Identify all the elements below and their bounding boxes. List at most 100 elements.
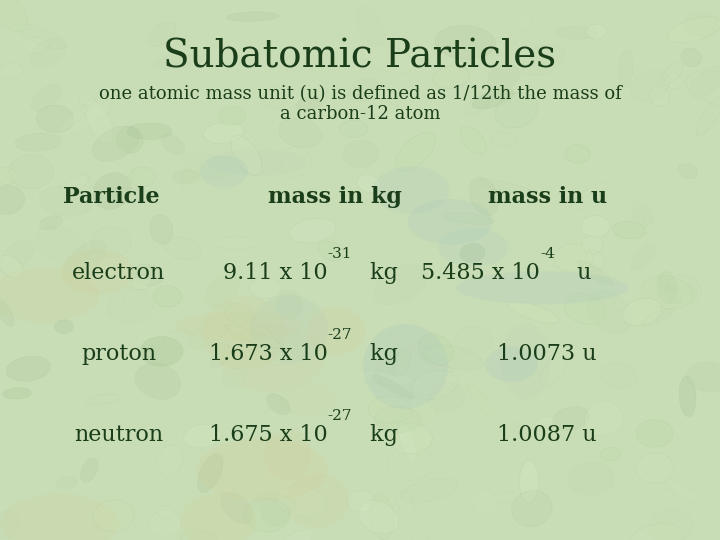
Ellipse shape — [387, 447, 433, 481]
Ellipse shape — [369, 396, 412, 423]
Ellipse shape — [281, 146, 311, 177]
Ellipse shape — [642, 309, 673, 325]
Ellipse shape — [202, 296, 287, 369]
Ellipse shape — [117, 126, 143, 153]
Ellipse shape — [296, 97, 322, 111]
Ellipse shape — [40, 187, 91, 216]
Ellipse shape — [570, 181, 609, 211]
Ellipse shape — [492, 492, 514, 502]
Ellipse shape — [289, 219, 336, 243]
Ellipse shape — [261, 502, 291, 526]
Ellipse shape — [487, 64, 519, 91]
Ellipse shape — [613, 221, 645, 239]
Ellipse shape — [244, 498, 289, 532]
Ellipse shape — [93, 500, 134, 532]
Ellipse shape — [689, 66, 720, 98]
Ellipse shape — [521, 44, 564, 76]
Ellipse shape — [375, 406, 420, 433]
Ellipse shape — [681, 48, 701, 66]
Ellipse shape — [611, 311, 660, 326]
Ellipse shape — [91, 227, 131, 258]
Ellipse shape — [343, 140, 379, 167]
Ellipse shape — [373, 166, 449, 214]
Ellipse shape — [157, 445, 182, 476]
Ellipse shape — [490, 38, 518, 56]
Ellipse shape — [668, 17, 720, 43]
Text: kg: kg — [363, 262, 397, 284]
Text: kg: kg — [363, 343, 397, 364]
Ellipse shape — [306, 307, 366, 355]
Ellipse shape — [60, 249, 133, 295]
Ellipse shape — [464, 91, 494, 117]
Ellipse shape — [387, 329, 399, 377]
Ellipse shape — [508, 301, 559, 323]
Ellipse shape — [0, 494, 119, 540]
Ellipse shape — [184, 424, 222, 448]
Ellipse shape — [63, 240, 107, 281]
Ellipse shape — [400, 478, 458, 503]
Ellipse shape — [253, 494, 296, 515]
Ellipse shape — [557, 144, 590, 162]
Ellipse shape — [667, 480, 698, 502]
Ellipse shape — [678, 164, 698, 179]
Ellipse shape — [554, 244, 593, 272]
Ellipse shape — [555, 26, 598, 39]
Ellipse shape — [519, 461, 539, 503]
Ellipse shape — [163, 329, 194, 349]
Ellipse shape — [31, 84, 62, 111]
Ellipse shape — [203, 123, 244, 143]
Ellipse shape — [0, 0, 27, 31]
Ellipse shape — [0, 255, 23, 278]
Ellipse shape — [220, 325, 324, 392]
Ellipse shape — [107, 288, 153, 323]
Ellipse shape — [153, 55, 202, 69]
Text: -27: -27 — [328, 409, 352, 423]
Ellipse shape — [679, 376, 696, 417]
Ellipse shape — [211, 342, 229, 367]
Ellipse shape — [534, 416, 557, 431]
Ellipse shape — [176, 312, 303, 340]
Ellipse shape — [618, 50, 633, 88]
Text: 5.485 x 10: 5.485 x 10 — [421, 262, 540, 284]
Ellipse shape — [359, 501, 399, 534]
Ellipse shape — [354, 98, 413, 121]
Text: Subatomic Particles: Subatomic Particles — [163, 38, 557, 75]
Ellipse shape — [0, 268, 99, 322]
Ellipse shape — [199, 156, 248, 187]
Ellipse shape — [369, 494, 394, 539]
Text: neutron: neutron — [74, 424, 163, 446]
Ellipse shape — [696, 97, 720, 136]
Ellipse shape — [623, 298, 662, 326]
Ellipse shape — [318, 241, 343, 261]
Text: Particle: Particle — [63, 186, 160, 208]
Ellipse shape — [372, 351, 399, 386]
Ellipse shape — [276, 487, 328, 516]
Ellipse shape — [648, 510, 693, 540]
Ellipse shape — [150, 215, 173, 244]
Ellipse shape — [485, 347, 538, 382]
Ellipse shape — [92, 290, 125, 313]
Ellipse shape — [586, 24, 607, 39]
Ellipse shape — [631, 71, 670, 101]
Ellipse shape — [392, 349, 411, 376]
Ellipse shape — [106, 188, 152, 204]
Ellipse shape — [3, 388, 32, 399]
Ellipse shape — [495, 92, 538, 128]
Ellipse shape — [411, 370, 458, 400]
Ellipse shape — [262, 87, 287, 109]
Ellipse shape — [68, 170, 100, 207]
Text: mass in u: mass in u — [487, 186, 607, 208]
Ellipse shape — [55, 320, 73, 334]
Ellipse shape — [573, 508, 590, 524]
Ellipse shape — [661, 63, 683, 85]
Ellipse shape — [21, 37, 49, 54]
Ellipse shape — [283, 529, 315, 540]
Ellipse shape — [540, 355, 567, 386]
Ellipse shape — [474, 15, 518, 56]
Ellipse shape — [397, 491, 414, 516]
Ellipse shape — [266, 394, 290, 415]
Text: -31: -31 — [328, 247, 352, 261]
Ellipse shape — [588, 292, 632, 334]
Ellipse shape — [408, 199, 493, 245]
Ellipse shape — [442, 213, 494, 224]
